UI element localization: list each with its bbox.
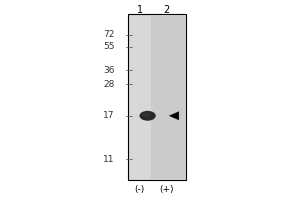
- Text: 2: 2: [163, 5, 170, 15]
- Polygon shape: [169, 112, 179, 120]
- Ellipse shape: [140, 111, 156, 121]
- Text: 55: 55: [103, 42, 114, 51]
- Text: 11: 11: [103, 155, 114, 164]
- Text: 28: 28: [103, 80, 114, 89]
- Text: 17: 17: [103, 111, 114, 120]
- Text: (+): (+): [159, 185, 174, 194]
- Text: (-): (-): [134, 185, 145, 194]
- Text: 36: 36: [103, 66, 114, 75]
- Bar: [152, 15, 186, 179]
- Text: 1: 1: [136, 5, 143, 15]
- Ellipse shape: [142, 113, 150, 117]
- Bar: [128, 14, 186, 180]
- Text: 72: 72: [103, 30, 114, 39]
